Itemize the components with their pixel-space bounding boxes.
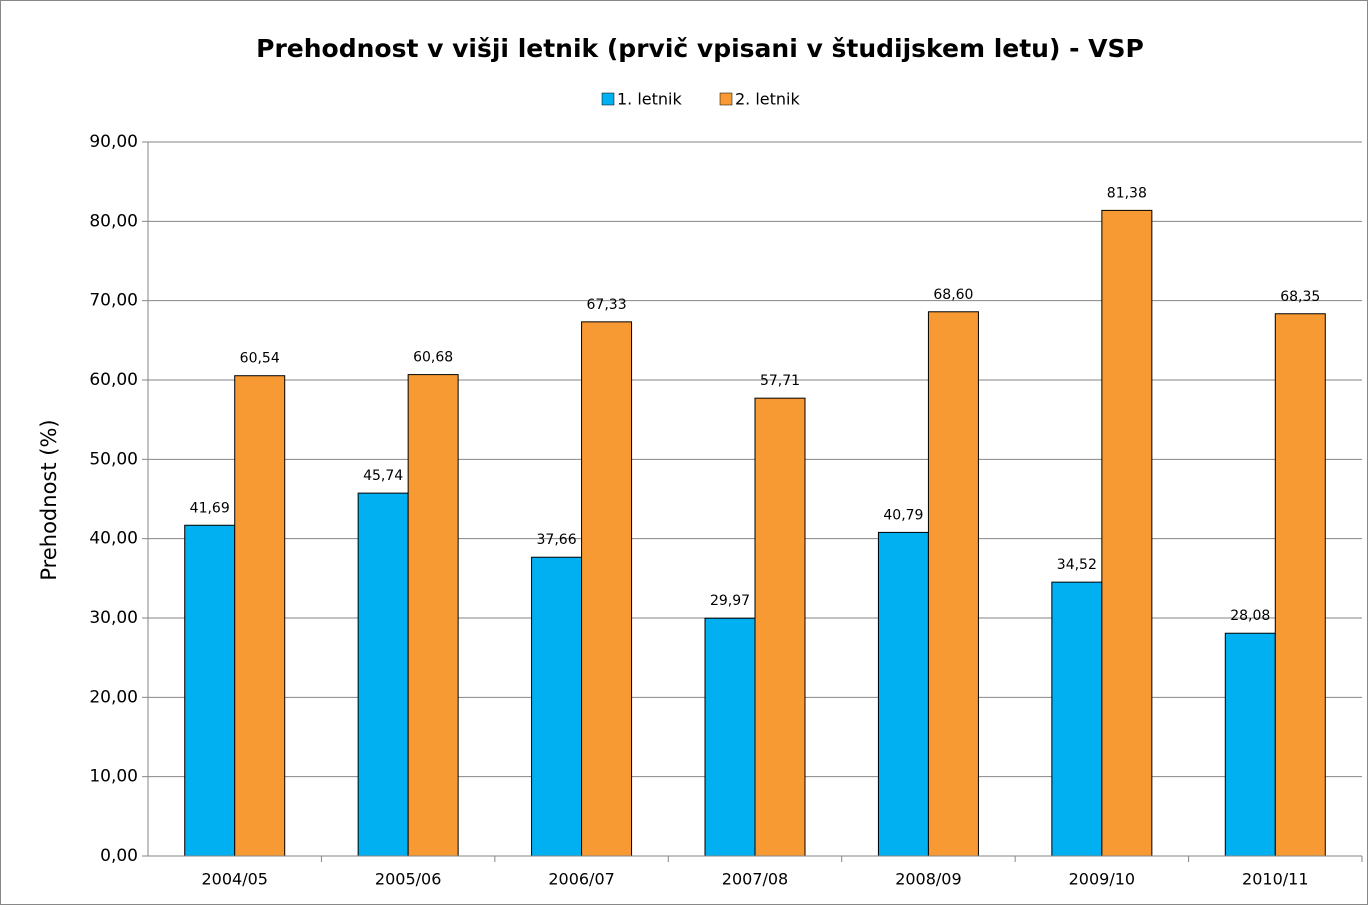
value-label: 60,68 (413, 350, 453, 366)
y-tick-label: 30,00 (89, 608, 138, 628)
y-tick-label: 10,00 (89, 767, 138, 787)
bar (407, 374, 459, 857)
value-label: 37,66 (537, 532, 577, 548)
legend-swatch (601, 92, 615, 106)
bar (1051, 581, 1103, 857)
value-label: 60,54 (240, 351, 280, 367)
x-tick-label: 2007/08 (722, 870, 788, 889)
bar (754, 397, 806, 857)
x-tick-label: 2009/10 (1069, 870, 1135, 889)
bar (1274, 313, 1326, 857)
y-tick-label: 70,00 (89, 291, 138, 311)
bar (927, 311, 979, 857)
x-tick-label: 2008/09 (895, 870, 961, 889)
bar (581, 321, 633, 857)
legend-label: 1. letnik (617, 90, 683, 109)
value-label: 45,74 (363, 468, 403, 484)
bar (704, 617, 756, 857)
x-tick-label: 2004/05 (201, 870, 267, 889)
legend-swatch (719, 92, 733, 106)
y-tick-label: 20,00 (89, 687, 138, 707)
value-label: 68,35 (1280, 289, 1320, 305)
value-label: 40,79 (883, 507, 923, 523)
y-tick-label: 50,00 (89, 449, 138, 469)
bar (531, 556, 583, 857)
y-tick-label: 60,00 (89, 370, 138, 390)
value-label: 34,52 (1057, 557, 1097, 573)
value-label: 67,33 (587, 297, 627, 313)
value-label: 68,60 (933, 287, 973, 303)
value-label: 28,08 (1230, 608, 1270, 624)
bar (1224, 632, 1276, 857)
y-tick-label: 90,00 (89, 132, 138, 152)
x-tick-label: 2010/11 (1242, 870, 1308, 889)
bar (357, 492, 409, 857)
value-label: 81,38 (1107, 185, 1147, 201)
legend-label: 2. letnik (735, 90, 801, 109)
x-tick-label: 2005/06 (375, 870, 441, 889)
value-label: 57,71 (760, 373, 800, 389)
bar (234, 375, 286, 857)
chart-title: Prehodnost v višji letnik (prvič vpisani… (256, 34, 1144, 63)
bar (1101, 209, 1153, 857)
value-label: 29,97 (710, 593, 750, 609)
y-tick-label: 0,00 (100, 846, 138, 866)
bar (184, 524, 236, 857)
bar (877, 531, 929, 857)
value-label: 41,69 (190, 500, 230, 516)
x-tick-label: 2006/07 (548, 870, 614, 889)
y-tick-label: 80,00 (89, 211, 138, 231)
y-tick-label: 40,00 (89, 529, 138, 549)
y-axis-label: Prehodnost (%) (37, 419, 61, 580)
